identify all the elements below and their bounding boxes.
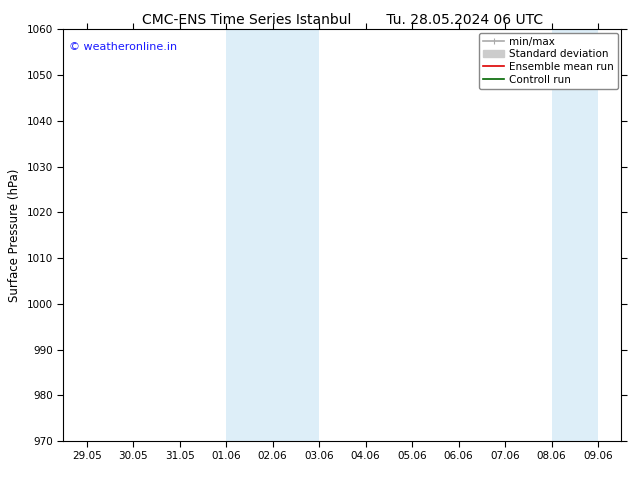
- Bar: [226, 29, 273, 441]
- Title: CMC-ENS Time Series Istanbul        Tu. 28.05.2024 06 UTC: CMC-ENS Time Series Istanbul Tu. 28.05.2…: [142, 13, 543, 27]
- Y-axis label: Surface Pressure (hPa): Surface Pressure (hPa): [8, 169, 21, 302]
- Bar: [552, 29, 598, 441]
- Text: © weatheronline.in: © weatheronline.in: [69, 42, 177, 52]
- Legend: min/max, Standard deviation, Ensemble mean run, Controll run: min/max, Standard deviation, Ensemble me…: [479, 32, 618, 89]
- Bar: [273, 29, 319, 441]
